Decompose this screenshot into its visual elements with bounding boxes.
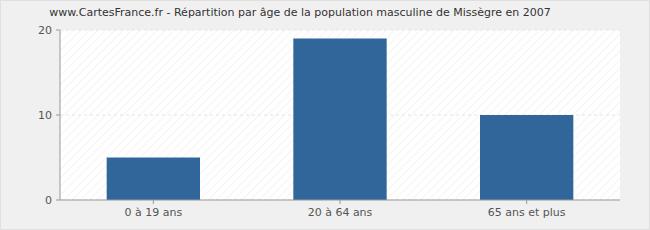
tick-mark xyxy=(56,200,60,201)
tick-label: 20 xyxy=(38,24,52,37)
x-tick-mark xyxy=(526,200,527,204)
plot-area xyxy=(60,30,620,200)
x-tick-mark xyxy=(340,200,341,204)
bar xyxy=(107,158,200,201)
bar xyxy=(480,115,573,200)
chart: www.CartesFrance.fr - Répartition par âg… xyxy=(0,0,650,230)
tick-mark xyxy=(56,115,60,116)
bar xyxy=(293,39,386,201)
title: www.CartesFrance.fr - Répartition par âg… xyxy=(49,6,550,19)
category-label: 20 à 64 ans xyxy=(308,206,373,219)
x-tick-mark xyxy=(153,200,154,204)
tick-label: 10 xyxy=(38,109,52,122)
grid-line xyxy=(60,30,620,31)
bars xyxy=(107,39,574,201)
background xyxy=(1,1,650,230)
tick-label: 0 xyxy=(45,194,52,207)
category-label: 0 à 19 ans xyxy=(124,206,182,219)
tick-mark xyxy=(56,30,60,31)
y-axis xyxy=(60,30,61,200)
category-label: 65 ans et plus xyxy=(488,206,566,219)
